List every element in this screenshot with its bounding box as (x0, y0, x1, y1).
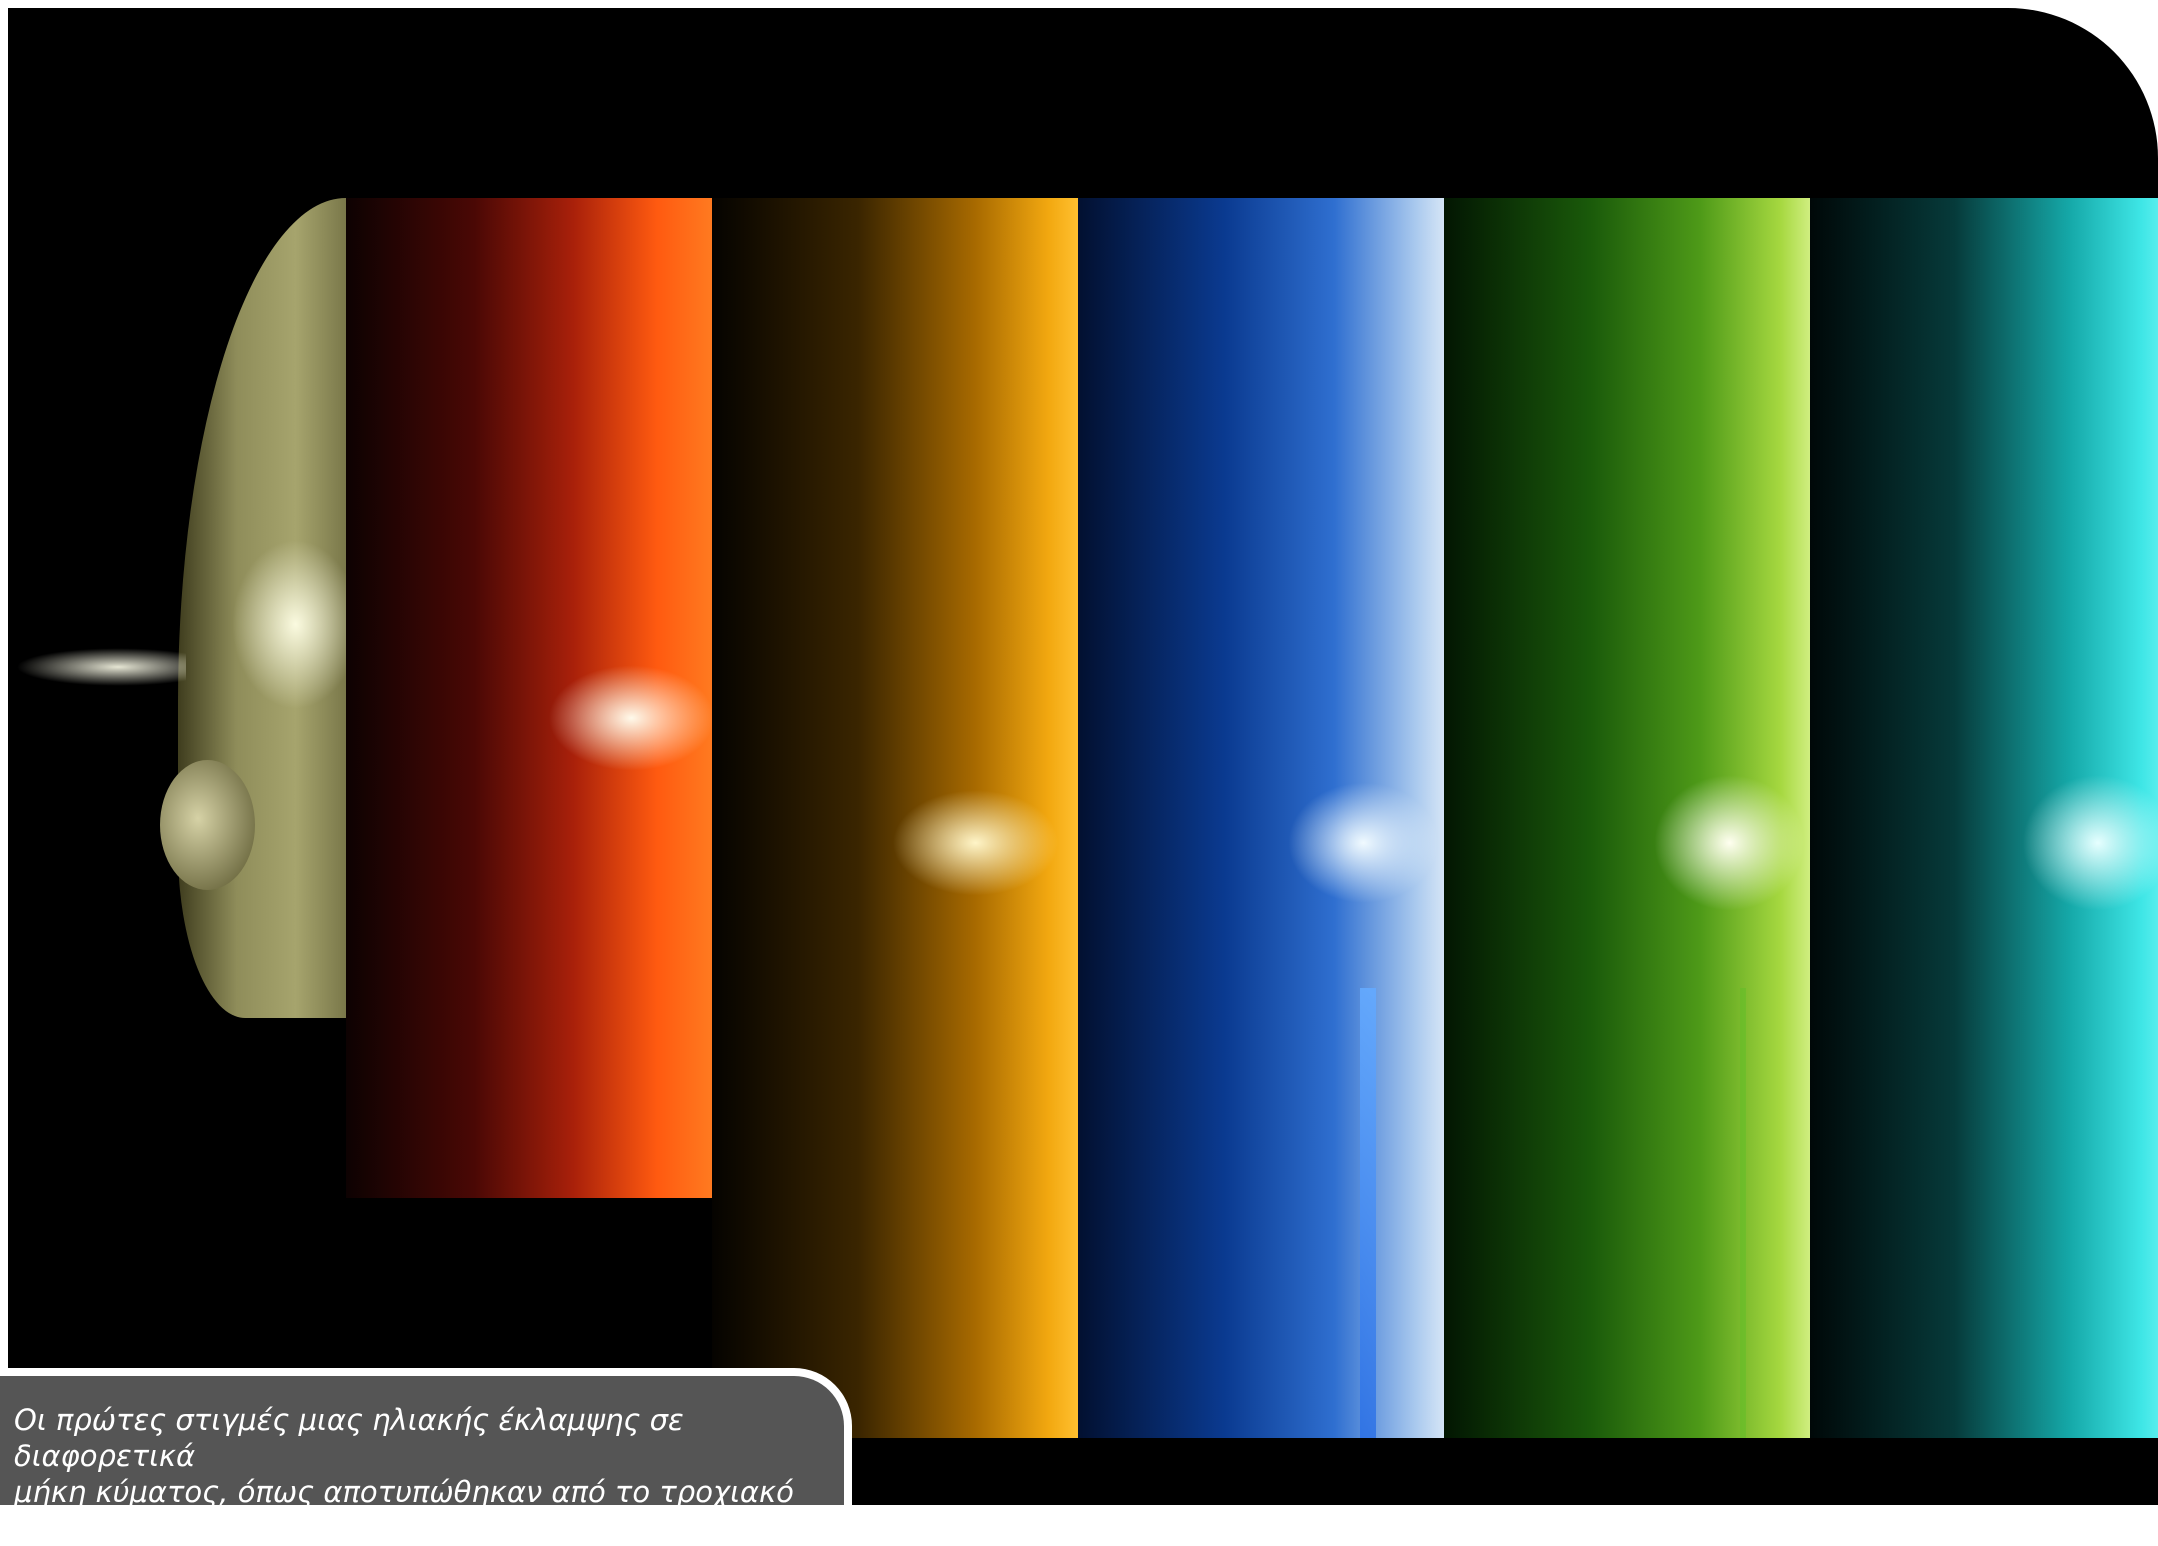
panel-blue-wavelength (1078, 198, 1444, 1438)
light-streak-green (1740, 988, 1746, 1438)
caption-line-3: αστεροσκοπείο SDO (φωτογρ. NASA/SDO). (14, 1511, 635, 1545)
light-streak-blue (1360, 988, 1376, 1438)
panel-cyan-wavelength (1810, 198, 2158, 1438)
caption-box: Οι πρώτες στιγμές μιας ηλιακής έκλαμψης … (0, 1368, 852, 1545)
caption-line-2: μήκη κύματος, όπως αποτυπώθηκαν από το τ… (14, 1475, 794, 1509)
panel-green-wavelength (1444, 198, 1810, 1438)
flare-ejection (16, 648, 186, 686)
panel-red-wavelength (346, 198, 712, 1198)
caption-text: Οι πρώτες στιγμές μιας ηλιακής έκλαμψης … (14, 1402, 834, 1546)
solar-flare-photo (8, 8, 2158, 1505)
panel-olive-wavelength (178, 198, 346, 1018)
image-frame: Οι πρώτες στιγμές μιας ηλιακής έκλαμψης … (0, 8, 2158, 1545)
caption-line-1: Οι πρώτες στιγμές μιας ηλιακής έκλαμψης … (14, 1403, 693, 1473)
panel-orange-wavelength (712, 198, 1078, 1438)
solar-prominence (160, 760, 255, 890)
